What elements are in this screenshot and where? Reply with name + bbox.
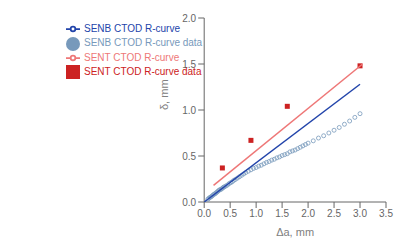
svg-text:2.0: 2.0 <box>301 208 315 219</box>
svg-text:2.5: 2.5 <box>327 208 341 219</box>
svg-text:1.0: 1.0 <box>249 208 263 219</box>
svg-text:0.5: 0.5 <box>182 151 196 162</box>
svg-text:1.5: 1.5 <box>182 59 196 70</box>
svg-text:1.5: 1.5 <box>275 208 289 219</box>
svg-text:3.0: 3.0 <box>353 208 367 219</box>
svg-text:0.0: 0.0 <box>182 197 196 208</box>
svg-text:δ, mm: δ, mm <box>158 79 170 110</box>
svg-text:3.5: 3.5 <box>379 208 393 219</box>
svg-text:1.0: 1.0 <box>182 105 196 116</box>
svg-text:0.0: 0.0 <box>197 208 211 219</box>
svg-text:2.0: 2.0 <box>182 13 196 24</box>
svg-text:Δa, mm: Δa, mm <box>276 226 314 238</box>
svg-text:0.5: 0.5 <box>223 208 237 219</box>
